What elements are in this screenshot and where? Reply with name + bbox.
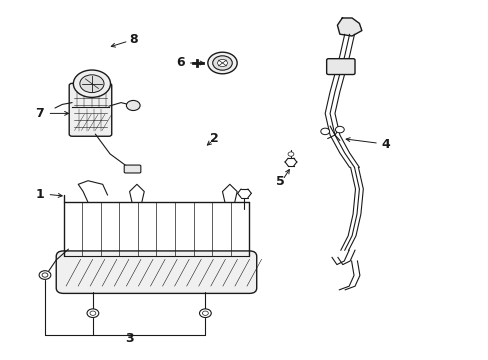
Circle shape [199,309,211,318]
FancyBboxPatch shape [124,165,141,173]
FancyBboxPatch shape [69,84,111,136]
Text: 8: 8 [129,33,138,46]
Text: 3: 3 [125,332,134,345]
Text: 1: 1 [35,188,44,201]
Text: 4: 4 [381,138,389,150]
Circle shape [73,70,110,97]
Circle shape [126,100,140,111]
Circle shape [335,126,344,133]
Circle shape [39,271,51,279]
Circle shape [202,311,208,315]
Circle shape [287,152,293,156]
Circle shape [217,59,227,67]
Circle shape [212,56,232,70]
Circle shape [87,309,99,318]
Text: 7: 7 [35,107,44,120]
Circle shape [207,52,237,74]
FancyBboxPatch shape [56,251,256,293]
Polygon shape [337,18,361,36]
Circle shape [90,311,96,315]
Text: 6: 6 [176,57,184,69]
FancyBboxPatch shape [326,59,354,75]
Text: 5: 5 [276,175,285,188]
Circle shape [80,75,104,93]
Circle shape [42,273,48,277]
Text: 2: 2 [210,132,219,145]
Circle shape [320,128,329,135]
